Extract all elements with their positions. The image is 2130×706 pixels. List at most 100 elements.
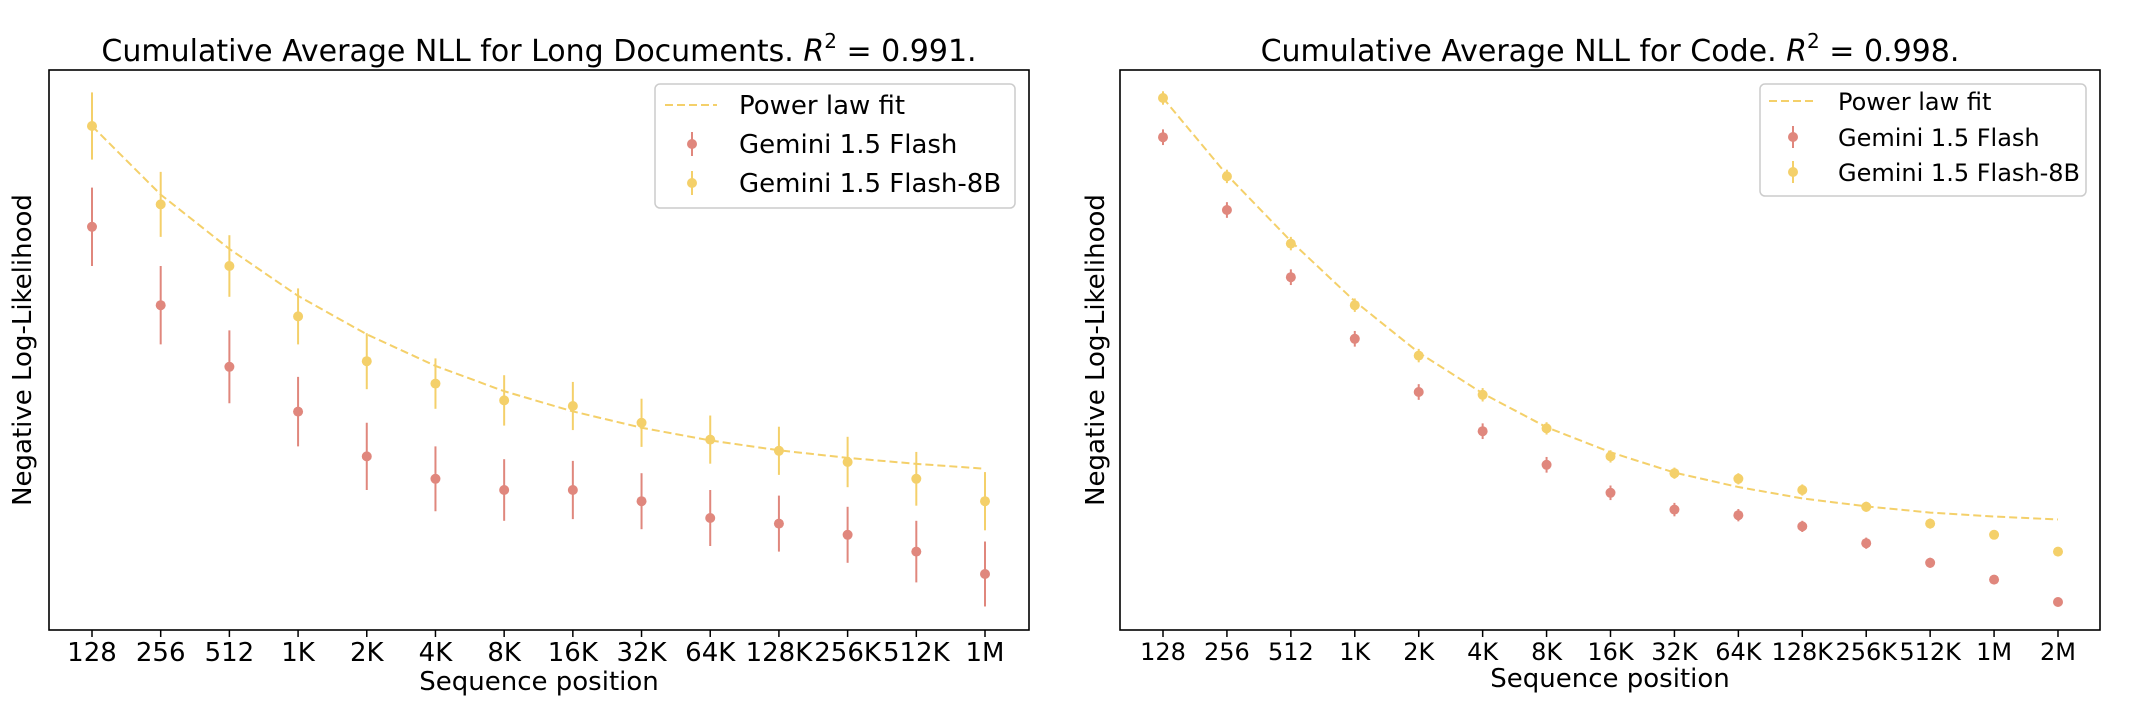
data-point <box>1349 333 1360 344</box>
data-point <box>1541 459 1552 470</box>
series-gemini-flash <box>87 187 990 607</box>
data-point <box>2053 597 2063 607</box>
data-point <box>1605 451 1616 462</box>
data-point <box>1285 272 1296 283</box>
x-tick-label: 256K <box>814 638 882 668</box>
data-point <box>773 518 784 529</box>
y-axis-label: Negative Log-Likelihood <box>8 194 38 506</box>
data-point <box>567 401 578 411</box>
x-tick-label: 1M <box>1976 638 2012 666</box>
x-tick-label: 256 <box>1204 638 1250 666</box>
legend-flash-swatch <box>1788 132 1798 142</box>
x-axis-label: Sequence position <box>419 667 659 697</box>
data-point <box>1797 485 1808 495</box>
legend: Power law fit Gemini 1.5 Flash Gemini 1.… <box>654 83 1016 209</box>
x-tick-label: 4K <box>1467 638 1499 666</box>
chart-title: Cumulative Average NLL for Code. R2 = 0.… <box>1261 29 1960 69</box>
data-point <box>1477 389 1488 400</box>
data-point <box>1733 510 1744 521</box>
data-point <box>1989 574 2000 585</box>
data-point <box>430 473 441 484</box>
data-point <box>155 199 166 210</box>
legend-flash8b-swatch <box>1788 167 1798 177</box>
legend-flash-label: Gemini 1.5 Flash <box>739 130 957 160</box>
data-point <box>636 417 647 428</box>
chart-title: Cumulative Average NLL for Long Document… <box>101 29 976 69</box>
chart-panel-long-documents: Cumulative Average NLL for Long Document… <box>8 29 1030 697</box>
x-tick-label: 4K <box>419 638 454 668</box>
legend-flash-swatch <box>687 139 697 149</box>
data-point <box>911 473 922 484</box>
power-law-fit-line <box>91 125 986 470</box>
legend-flash8b-swatch <box>687 178 697 188</box>
x-tick-label: 512K <box>1899 638 1962 666</box>
x-tick-label: 128 <box>67 638 117 668</box>
x-tick-label: 128 <box>1140 638 1186 666</box>
data-point <box>705 434 716 445</box>
x-axis-ticks: 128 256 512 1K 2K 4K 8K 16K 32K 64K 128K 256K 512K 1M… <box>1140 630 2076 666</box>
data-point <box>87 221 97 232</box>
data-point <box>636 496 647 507</box>
x-tick-label: 8K <box>487 638 522 668</box>
data-point <box>1221 205 1232 215</box>
x-axis-ticks: 128 256 512 1K 2K 4K 8K 16K 32K 64K 128K 256K 512K 1M <box>67 630 1004 668</box>
x-tick-label: 16K <box>548 638 599 668</box>
x-tick-label: 512 <box>1268 638 1314 666</box>
data-point <box>980 569 990 579</box>
y-axis-label: Negative Log-Likelihood <box>1081 194 1111 506</box>
x-tick-label: 32K <box>1651 638 1699 666</box>
legend-flash8b-label: Gemini 1.5 Flash-8B <box>739 169 1001 199</box>
legend-fit-label: Power law fit <box>1838 88 1991 116</box>
legend: Power law fit Gemini 1.5 Flash Gemini 1.… <box>1759 83 2087 197</box>
x-tick-label: 1K <box>281 638 316 668</box>
data-point <box>1349 300 1360 311</box>
data-point <box>361 356 372 367</box>
legend-flash-label: Gemini 1.5 Flash <box>1838 124 2040 152</box>
x-tick-label: 64K <box>1715 638 1763 666</box>
x-tick-label: 2K <box>1403 638 1435 666</box>
data-point <box>155 300 166 311</box>
data-point <box>1477 426 1488 437</box>
legend-box <box>1759 83 2087 197</box>
x-tick-label: 32K <box>616 638 667 668</box>
data-point <box>1989 529 2000 540</box>
data-point <box>224 261 235 271</box>
data-point <box>842 529 853 540</box>
data-point <box>980 496 990 507</box>
data-point <box>1285 238 1296 249</box>
data-point <box>1605 487 1616 498</box>
data-point <box>1925 557 1936 568</box>
data-point <box>87 121 97 131</box>
power-law-fit-curve <box>91 125 986 470</box>
x-tick-label: 2K <box>350 638 385 668</box>
data-point <box>1925 518 1936 529</box>
data-point <box>1541 423 1552 434</box>
series-gemini-flash-8b <box>87 92 990 531</box>
x-tick-label: 256 <box>136 638 186 668</box>
data-point <box>430 378 441 389</box>
data-point <box>2053 546 2063 557</box>
legend-box <box>654 83 1016 209</box>
data-point <box>1669 504 1680 515</box>
data-point <box>1413 350 1424 361</box>
data-point <box>224 361 235 372</box>
legend-fit-label: Power law fit <box>739 91 905 121</box>
data-point <box>773 445 784 456</box>
x-tick-label: 128K <box>1772 638 1835 666</box>
data-point <box>1413 387 1424 397</box>
data-point <box>499 395 510 406</box>
series-gemini-flash <box>1158 129 2063 607</box>
data-point <box>842 457 853 467</box>
data-point <box>293 406 304 417</box>
x-tick-label: 16K <box>1587 638 1635 666</box>
data-point <box>1221 171 1232 182</box>
x-axis-label: Sequence position <box>1490 664 1730 694</box>
data-point <box>1861 538 1872 549</box>
x-tick-label: 128K <box>746 638 814 668</box>
data-point <box>499 485 510 495</box>
x-tick-label: 1M <box>966 638 1005 668</box>
data-point <box>1669 468 1680 479</box>
series-gemini-flash-8b <box>1158 91 2063 557</box>
x-tick-label: 1K <box>1339 638 1371 666</box>
